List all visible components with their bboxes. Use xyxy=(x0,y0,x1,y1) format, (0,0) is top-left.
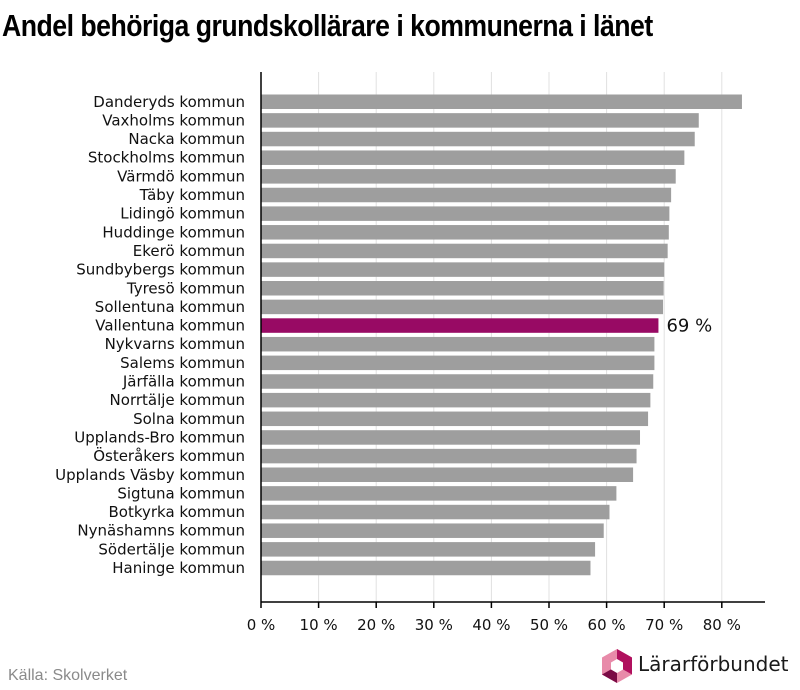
category-label: Huddinge kommun xyxy=(102,223,245,241)
category-label: Värmdö kommun xyxy=(117,167,245,185)
category-label: Lidingö kommun xyxy=(120,205,245,223)
bar xyxy=(261,560,591,576)
category-label: Sundbybergs kommun xyxy=(76,261,245,279)
highlight-value-label: 69 % xyxy=(666,316,712,337)
x-tick-label: 80 % xyxy=(703,616,741,634)
bar xyxy=(261,187,672,203)
bar xyxy=(261,355,655,371)
bar xyxy=(261,374,654,389)
category-label: Nacka kommun xyxy=(128,130,245,148)
bar xyxy=(261,94,742,109)
category-label: Sollentuna kommun xyxy=(95,298,245,316)
bar xyxy=(261,281,664,296)
category-label: Täby kommun xyxy=(139,186,245,204)
bar xyxy=(261,225,669,240)
category-label: Ekerö kommun xyxy=(133,242,245,260)
bar xyxy=(261,113,699,128)
x-tick-label: 70 % xyxy=(645,616,683,634)
x-tick-label: 40 % xyxy=(472,616,510,634)
category-label: Järfälla kommun xyxy=(122,373,245,391)
category-label: Danderyds kommun xyxy=(93,93,245,111)
bar xyxy=(261,206,670,221)
bar xyxy=(261,392,651,408)
bar xyxy=(261,523,604,538)
category-label: Upplands Väsby kommun xyxy=(55,466,245,484)
bar xyxy=(261,131,695,147)
bar xyxy=(261,243,668,259)
hexagon-logo-icon xyxy=(602,649,632,683)
category-label: Vaxholms kommun xyxy=(102,111,245,129)
bar xyxy=(261,169,676,184)
category-label: Haninge kommun xyxy=(112,559,245,577)
x-tick-label: 30 % xyxy=(415,616,453,634)
bar xyxy=(261,430,641,445)
source-note: Källa: Skolverket xyxy=(8,667,128,684)
category-label: Norrtälje kommun xyxy=(110,391,245,409)
bar xyxy=(261,150,685,165)
category-label: Stockholms kommun xyxy=(88,149,245,167)
category-label: Upplands-Bro kommun xyxy=(74,428,245,446)
x-tick-label: 20 % xyxy=(357,616,395,634)
bar xyxy=(261,448,637,464)
bars xyxy=(261,94,742,576)
category-label: Vallentuna kommun xyxy=(95,317,245,335)
bar xyxy=(261,262,665,277)
bar xyxy=(261,467,634,482)
bar xyxy=(261,486,617,501)
x-tick-label: 10 % xyxy=(300,616,338,634)
bar xyxy=(261,411,649,427)
x-tick-label: 0 % xyxy=(247,616,276,634)
x-tick-label: 50 % xyxy=(530,616,568,634)
category-label: Solna kommun xyxy=(133,410,245,428)
x-axis: 0 % 10 % 20 % 30 % 40 % 50 % 60 % 70 % 80 % xyxy=(247,72,765,634)
logo-text: Lärarförbundet xyxy=(638,652,789,676)
category-label: Salems kommun xyxy=(120,354,245,372)
bar xyxy=(261,504,610,520)
chart-title: Andel behöriga grundskollärare i kommune… xyxy=(2,8,653,43)
bar xyxy=(261,299,664,315)
category-label: Tyresö kommun xyxy=(126,279,245,297)
category-label: Nykvarns kommun xyxy=(105,335,245,353)
bar-highlighted xyxy=(261,318,659,333)
category-label: Nynäshamns kommun xyxy=(77,522,245,540)
category-label: Södertälje kommun xyxy=(98,540,245,558)
brand-logo: Lärarförbundet xyxy=(600,648,796,684)
category-label: Botkyrka kommun xyxy=(109,503,246,521)
x-tick-label: 60 % xyxy=(588,616,626,634)
bar xyxy=(261,542,596,557)
bar xyxy=(261,336,655,352)
category-label: Sigtuna kommun xyxy=(117,484,245,502)
category-label: Österåkers kommun xyxy=(93,446,245,465)
